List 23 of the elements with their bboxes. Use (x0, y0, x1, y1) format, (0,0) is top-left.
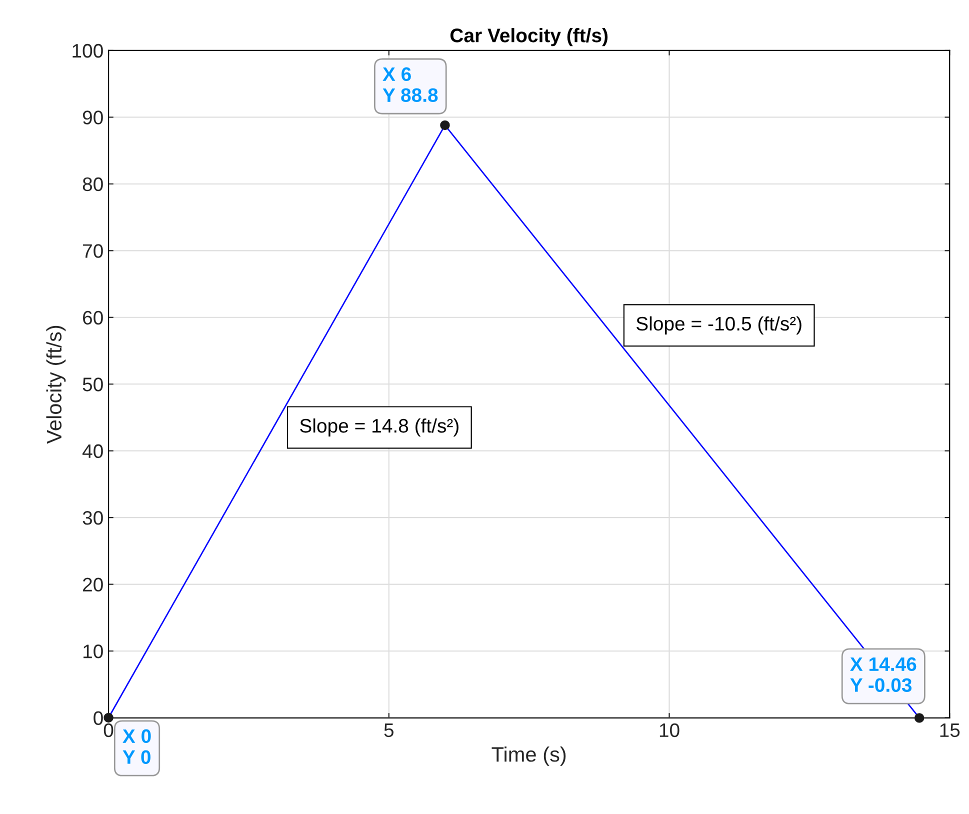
x-axis-title: Time (s) (492, 746, 566, 766)
y-tick-label: 60 (83, 310, 103, 325)
y-tick-label: 100 (72, 44, 103, 58)
y-tick-label: 0 (94, 711, 103, 725)
y-tick-label: 50 (82, 378, 103, 392)
annotation: X 0 Y 0 (122, 729, 151, 764)
y-tick-label: 80 (82, 177, 103, 192)
y-tick-label: 90 (82, 110, 103, 124)
x-tick-label: 5 (384, 724, 394, 738)
annotation: X 14.46 Y -0.03 (850, 657, 916, 692)
y-tick-label: 30 (82, 511, 103, 525)
x-tick-label: 15 (940, 724, 960, 738)
annotation: Slope = -10.5 (ft/s²) (636, 316, 802, 334)
x-tick-label: 0 (104, 723, 114, 738)
y-tick-label: 70 (83, 244, 103, 258)
x-tick-label: 10 (660, 723, 680, 738)
y-tick-label: 10 (84, 644, 103, 658)
y-tick-label: 20 (83, 578, 103, 592)
annotation: X 6 Y 88.8 (382, 67, 438, 102)
annotation: Slope = 14.8 (ft/s²) (300, 418, 458, 437)
y-axis-title: Velocity (ft/s) (46, 326, 66, 444)
chart-title: Car Velocity (ft/s) (450, 28, 608, 46)
y-tick-label: 40 (82, 444, 103, 458)
